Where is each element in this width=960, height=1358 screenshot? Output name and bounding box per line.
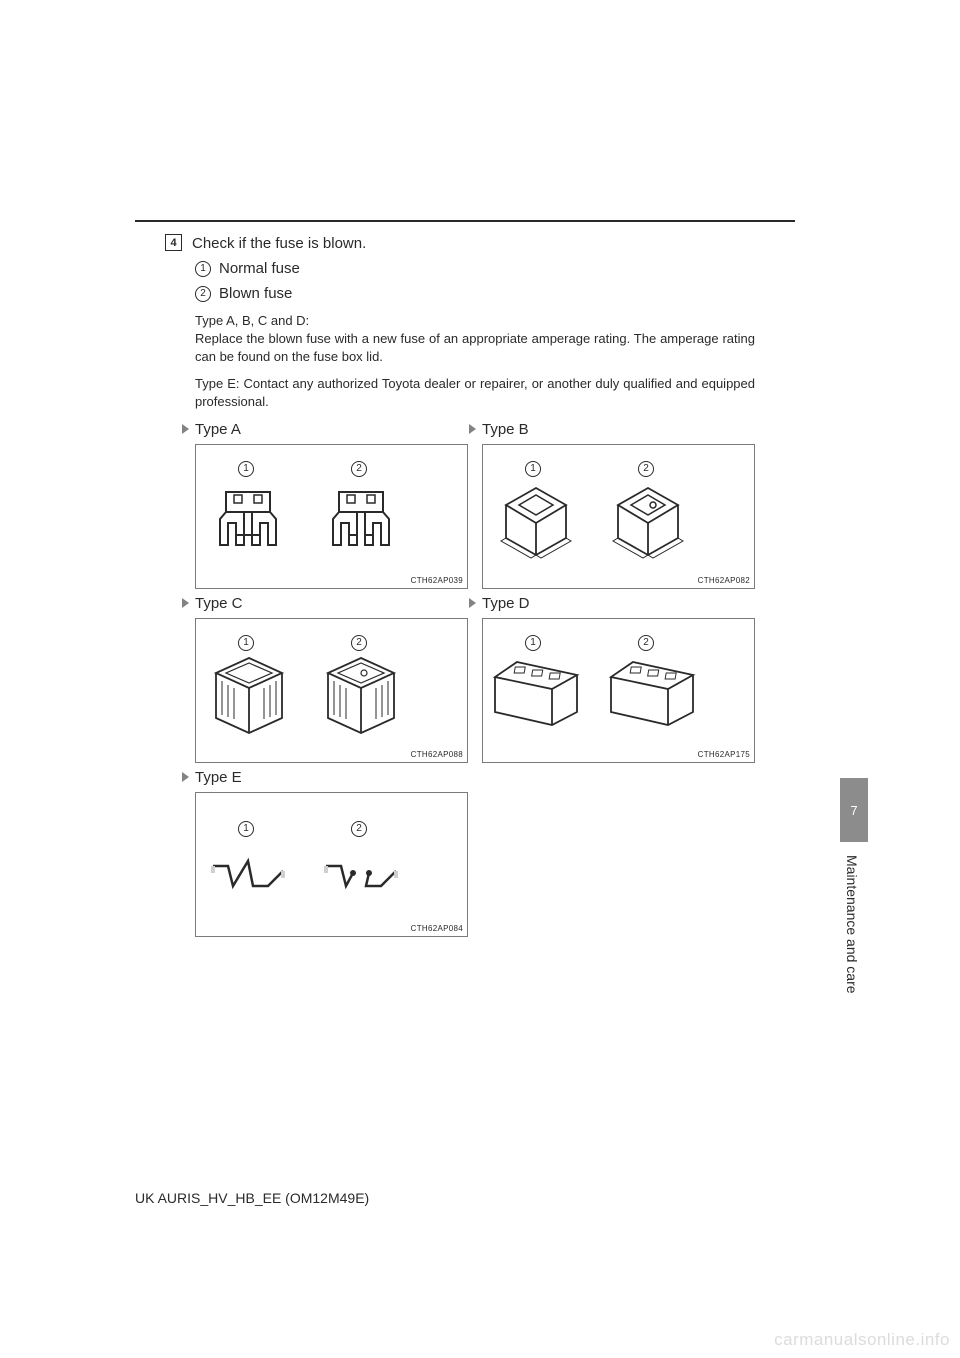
chapter-label: Maintenance and care	[844, 855, 860, 994]
fuse-type-b-normal-icon	[491, 483, 581, 563]
note-e-label: Type E:	[195, 376, 240, 391]
circled-2-icon: 2	[351, 635, 367, 651]
legend-label-2: Blown fuse	[219, 285, 292, 302]
figure-type-b: 1 2 CTH62AP082	[482, 444, 755, 589]
note-abcd-text: Replace the blown fuse with a new fuse o…	[195, 331, 755, 364]
note-abcd-label: Type A, B, C and D:	[195, 312, 755, 330]
circled-2-icon: 2	[351, 461, 367, 477]
figure-type-d: 1 2	[482, 618, 755, 763]
type-b-block: Type B 1 2	[482, 421, 755, 589]
circled-1-icon: 1	[525, 461, 541, 477]
fuse-type-d-blown-icon	[603, 657, 703, 737]
circled-2-icon: 2	[195, 286, 211, 302]
step-number-box: 4	[165, 234, 182, 251]
fuse-type-c-normal-icon	[204, 653, 294, 743]
footer-doc-id: UK AURIS_HV_HB_EE (OM12M49E)	[135, 1190, 369, 1206]
circled-1-icon: 1	[195, 261, 211, 277]
triangle-icon	[182, 424, 189, 434]
type-e-title: Type E	[195, 769, 242, 786]
note-e-text: Contact any authorized Toyota dealer or …	[195, 376, 755, 409]
triangle-icon	[182, 772, 189, 782]
fuse-type-a-blown-icon	[321, 487, 401, 557]
triangle-icon	[469, 598, 476, 608]
fuse-type-e-normal-icon	[208, 851, 288, 901]
chapter-tab: 7	[840, 778, 868, 842]
type-e-block: Type E 1 2 CTH62AP084	[195, 769, 468, 937]
type-d-block: Type D 1 2	[482, 595, 755, 763]
triangle-icon	[469, 424, 476, 434]
type-a-block: Type A 1 2	[195, 421, 468, 589]
legend-item-2: 2 Blown fuse	[195, 285, 755, 302]
type-b-title: Type B	[482, 421, 529, 438]
figure-caption: CTH62AP082	[698, 576, 750, 585]
watermark: carmanualsonline.info	[774, 1330, 950, 1350]
figure-caption: CTH62AP088	[411, 750, 463, 759]
figure-caption: CTH62AP175	[698, 750, 750, 759]
figure-type-c: 1 2	[195, 618, 468, 763]
note-e: Type E: Contact any authorized Toyota de…	[195, 375, 755, 411]
fuse-type-a-normal-icon	[208, 487, 288, 557]
circled-1-icon: 1	[525, 635, 541, 651]
legend-item-1: 1 Normal fuse	[195, 260, 755, 277]
circled-2-icon: 2	[638, 635, 654, 651]
circled-1-icon: 1	[238, 635, 254, 651]
circled-2-icon: 2	[351, 821, 367, 837]
step-row: 4 Check if the fuse is blown.	[165, 234, 755, 252]
page-content: 4 Check if the fuse is blown. 1 Normal f…	[165, 218, 755, 937]
fuse-type-e-blown-icon	[321, 851, 401, 901]
step-text: Check if the fuse is blown.	[192, 234, 366, 252]
type-c-title: Type C	[195, 595, 243, 612]
figure-caption: CTH62AP084	[411, 924, 463, 933]
circled-1-icon: 1	[238, 461, 254, 477]
figure-caption: CTH62AP039	[411, 576, 463, 585]
fuse-type-d-normal-icon	[487, 657, 587, 737]
fuse-type-b-blown-icon	[603, 483, 693, 563]
triangle-icon	[182, 598, 189, 608]
circled-1-icon: 1	[238, 821, 254, 837]
type-d-title: Type D	[482, 595, 530, 612]
fuse-type-c-blown-icon	[316, 653, 406, 743]
type-c-block: Type C 1 2	[195, 595, 468, 763]
header-rule	[135, 220, 795, 222]
figure-type-a: 1 2	[195, 444, 468, 589]
type-a-title: Type A	[195, 421, 241, 438]
legend-label-1: Normal fuse	[219, 260, 300, 277]
circled-2-icon: 2	[638, 461, 654, 477]
figure-grid: Type A 1 2	[195, 421, 755, 937]
figure-type-e: 1 2 CTH62AP084	[195, 792, 468, 937]
note-abcd: Type A, B, C and D: Replace the blown fu…	[195, 312, 755, 367]
